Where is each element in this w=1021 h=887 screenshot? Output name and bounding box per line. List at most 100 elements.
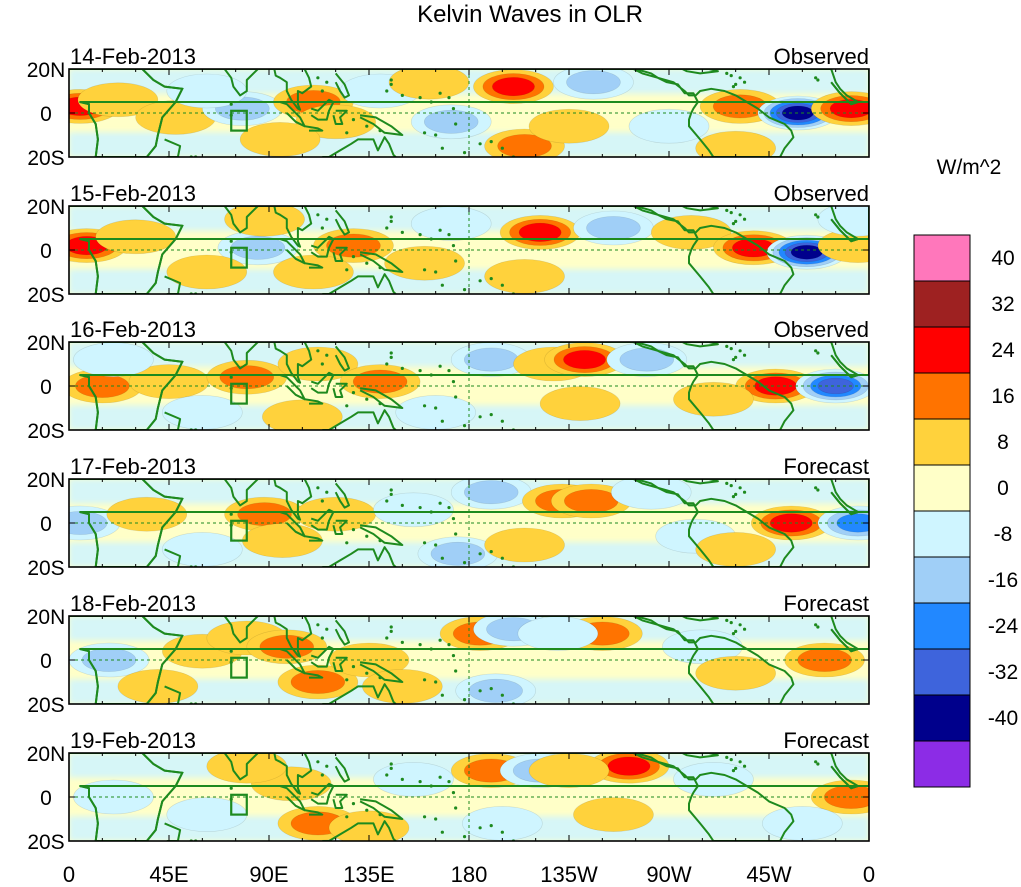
panel-1: 20N 0 20S 14-Feb-2013 Observed xyxy=(27,44,870,170)
island xyxy=(365,124,369,128)
island xyxy=(451,791,456,795)
island xyxy=(500,419,504,423)
island xyxy=(400,640,404,645)
coastline xyxy=(359,798,404,820)
anomaly-field xyxy=(69,616,865,704)
island xyxy=(378,266,382,270)
anomaly-cell xyxy=(77,82,159,118)
island xyxy=(734,219,738,223)
coastline xyxy=(220,206,313,248)
island xyxy=(738,213,742,217)
coastline xyxy=(220,616,313,658)
island xyxy=(385,636,389,640)
coastline xyxy=(332,656,348,672)
island xyxy=(814,213,818,217)
coastline xyxy=(359,387,404,409)
island xyxy=(500,146,504,150)
anomaly-field xyxy=(73,753,869,841)
island xyxy=(434,543,438,547)
y-tick-label: 20N xyxy=(27,743,66,766)
island xyxy=(325,80,329,84)
panel-2: 20N 0 20S 15-Feb-2013 Observed xyxy=(27,181,870,307)
coastlines xyxy=(69,753,869,841)
island xyxy=(729,211,733,215)
contour-level xyxy=(607,756,651,776)
island xyxy=(378,539,382,543)
contour-level xyxy=(836,513,869,533)
coastline xyxy=(830,342,869,376)
contour-level xyxy=(563,350,606,370)
island xyxy=(489,824,493,828)
panel-3: 20N 0 20S 16-Feb-2013 Observed xyxy=(27,317,870,443)
coastline xyxy=(680,342,719,348)
contour-level xyxy=(290,670,346,694)
coastline xyxy=(164,138,182,157)
colorbar-swatch xyxy=(913,234,971,282)
island xyxy=(816,215,820,219)
coastline xyxy=(332,109,348,125)
contour-level xyxy=(166,254,248,290)
island xyxy=(434,817,438,821)
island xyxy=(816,78,820,82)
island xyxy=(422,678,427,682)
island xyxy=(729,347,733,351)
contour-level xyxy=(484,527,565,563)
y-tick-label: 20N xyxy=(27,606,66,629)
y-tick-label: 0 xyxy=(40,787,52,810)
island xyxy=(389,215,393,219)
anomaly-cell xyxy=(539,386,621,421)
island xyxy=(316,623,320,627)
contour-level xyxy=(492,77,535,97)
island xyxy=(462,561,467,565)
contour-level xyxy=(463,480,519,505)
coastline xyxy=(164,548,182,567)
island xyxy=(316,486,320,490)
island xyxy=(734,82,738,86)
island xyxy=(400,230,404,234)
contour-level xyxy=(384,245,465,281)
panel-stack: 20N 0 20S 14-Feb-2013 Observed 20N 0 20S 15-Feb-… xyxy=(27,44,870,854)
coastline xyxy=(680,206,719,212)
anomaly-cell xyxy=(373,492,454,528)
panel-date: 16-Feb-2013 xyxy=(70,317,196,342)
anomaly-cell xyxy=(224,206,305,237)
anomaly-field xyxy=(69,342,869,430)
coastline xyxy=(334,482,350,509)
colorbar-label: -32 xyxy=(988,661,1018,684)
island xyxy=(734,355,738,359)
contour-level xyxy=(373,762,454,797)
anomaly-cell xyxy=(246,629,328,665)
coastline xyxy=(830,616,869,650)
colorbar-label: 0 xyxy=(997,477,1009,500)
box-marker xyxy=(230,519,248,542)
colorbar-swatch xyxy=(913,418,971,466)
anomaly-cell xyxy=(417,536,499,567)
island xyxy=(447,643,451,647)
island xyxy=(447,96,451,100)
panel-date: 15-Feb-2013 xyxy=(70,181,196,206)
y-tick-label: 0 xyxy=(40,650,52,673)
island xyxy=(365,261,369,265)
coastline xyxy=(359,251,404,273)
colorbar-label: 40 xyxy=(991,247,1014,270)
island xyxy=(365,534,369,538)
island xyxy=(418,643,422,647)
contour-level xyxy=(628,108,710,144)
coastline xyxy=(632,206,795,294)
coastlines xyxy=(69,206,869,294)
panel-status: Forecast xyxy=(783,728,869,753)
island xyxy=(734,492,738,496)
coastline xyxy=(164,411,182,430)
island xyxy=(451,517,456,521)
anomaly-cell xyxy=(673,381,754,417)
coastline xyxy=(332,519,348,535)
island xyxy=(738,623,742,627)
island xyxy=(816,762,820,766)
island xyxy=(389,492,393,496)
island xyxy=(320,773,324,777)
contour-level xyxy=(528,108,610,144)
colorbar-swatches: 40 32 24 16 8 0 -8 -16 -24 -32 -40 xyxy=(913,234,1018,788)
island xyxy=(422,131,427,135)
island xyxy=(429,510,433,514)
coastline xyxy=(279,648,306,675)
